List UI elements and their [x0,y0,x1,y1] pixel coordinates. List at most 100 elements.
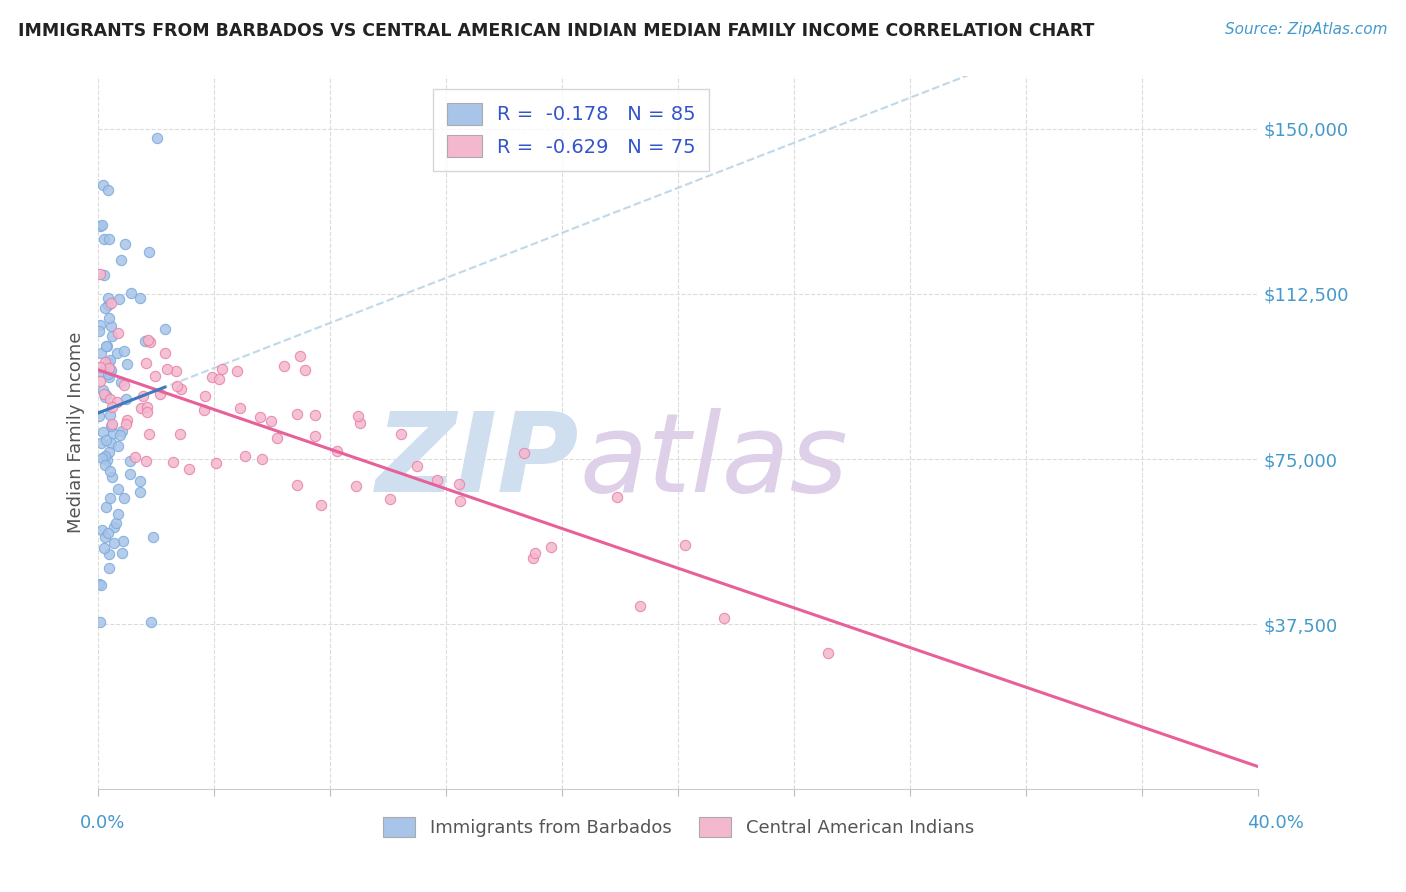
Point [201,369,224,384]
Point [143,369,166,384]
Point [91,383,114,397]
Point [266,431,288,445]
Point [89,374,111,388]
Point [107,326,129,341]
Point [100,436,122,450]
Point [94,433,117,447]
Point [100,419,122,434]
Legend: Immigrants from Barbados, Central American Indians: Immigrants from Barbados, Central Americ… [375,809,981,845]
Point [98,352,121,367]
Point [89,409,111,423]
Point [105,346,128,360]
Point [204,456,226,470]
Point [128,484,150,499]
Point [389,427,412,442]
Point [115,392,138,407]
Point [132,389,155,403]
Point [165,364,187,378]
Point [136,405,159,419]
Point [98,491,121,505]
Point [628,599,651,614]
Point [103,426,125,441]
Point [94,458,117,473]
Point [87,576,110,591]
Point [94,530,117,544]
Point [229,401,252,416]
Point [97,291,120,305]
Point [101,329,124,343]
Point [523,546,546,560]
Point [101,470,124,484]
Point [91,178,114,192]
Point [91,523,114,537]
Point [91,425,114,439]
Point [108,293,131,307]
Point [136,334,159,348]
Point [103,536,125,550]
Point [90,436,112,450]
Point [97,183,120,197]
Point [512,446,534,460]
Point [135,454,157,468]
Point [129,401,152,415]
Point [170,382,193,396]
Point [194,389,217,403]
Point [129,474,152,488]
Text: Source: ZipAtlas.com: Source: ZipAtlas.com [1225,22,1388,37]
Point [100,363,122,377]
Point [134,334,156,348]
Point [94,301,117,315]
Point [97,526,120,541]
Point [817,646,839,660]
Point [90,450,112,465]
Point [522,551,544,566]
Point [156,361,179,376]
Point [93,354,115,368]
Point [89,219,111,233]
Point [139,615,162,629]
Point [93,390,115,404]
Point [233,450,256,464]
Point [166,379,188,393]
Point [100,319,122,334]
Point [111,547,134,561]
Point [177,462,200,476]
Point [114,237,136,252]
Point [97,232,120,246]
Point [89,359,111,374]
Point [142,530,165,544]
Text: 0.0%: 0.0% [80,814,125,831]
Point [93,386,115,401]
Point [138,244,160,259]
Point [115,358,138,372]
Point [103,520,125,534]
Point [105,395,128,409]
Point [304,408,326,422]
Point [98,370,121,384]
Point [406,459,429,474]
Point [135,356,157,370]
Point [285,407,308,421]
Point [93,268,115,282]
Point [149,386,172,401]
Point [108,428,131,442]
Text: atlas: atlas [579,408,848,515]
Point [110,375,132,389]
Point [98,445,121,459]
Point [97,298,120,312]
Point [115,413,138,427]
Point [94,339,117,353]
Point [112,344,135,359]
Point [89,365,111,379]
Point [110,253,132,268]
Y-axis label: Median Family Income: Median Family Income [66,332,84,533]
Point [98,560,121,574]
Point [294,363,316,377]
Point [155,346,177,360]
Text: IMMIGRANTS FROM BARBADOS VS CENTRAL AMERICAN INDIAN MEDIAN FAMILY INCOME CORRELA: IMMIGRANTS FROM BARBADOS VS CENTRAL AMER… [18,22,1095,40]
Point [540,541,562,555]
Point [606,491,628,505]
Point [90,346,112,360]
Point [225,364,247,378]
Point [211,361,233,376]
